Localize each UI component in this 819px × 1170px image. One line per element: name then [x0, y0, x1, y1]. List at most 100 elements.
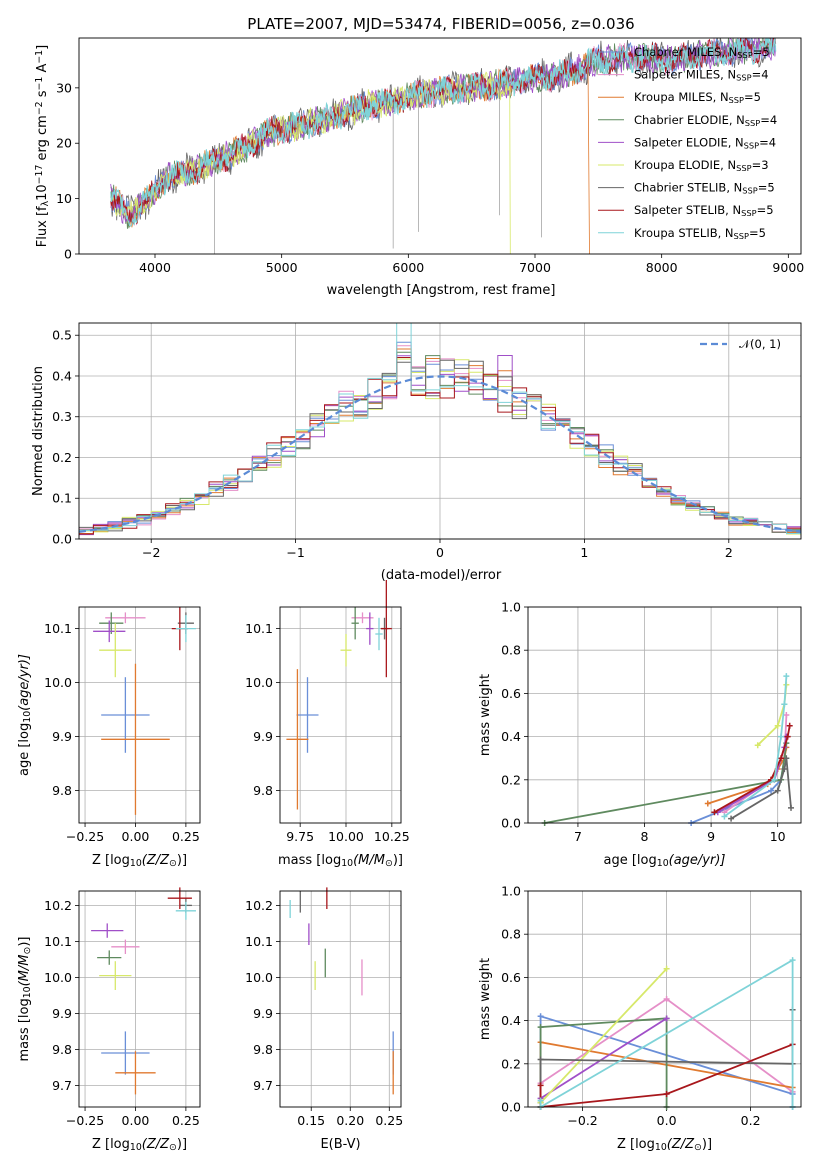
weight-line — [539, 1043, 793, 1108]
legend-label: Salpeter ELODIE, NSSP=4 — [634, 135, 776, 150]
legend-label: Chabrier STELIB, NSSP=5 — [634, 181, 775, 196]
spectrum-line-salpeter-stelib — [110, 38, 777, 225]
y-tick-label: 10.2 — [44, 898, 72, 913]
x-tick-label: 0.25 — [375, 1113, 403, 1128]
x-tick-label: 0.0 — [657, 1113, 677, 1128]
x-tick-label: 0.00 — [122, 829, 150, 844]
y-axis-label: Normed distribution — [31, 366, 46, 496]
y-tick-label: 0.0 — [501, 816, 521, 831]
y-tick-label: 0.5 — [52, 328, 72, 343]
errorbar-point — [99, 612, 124, 634]
y-tick-label: 0.8 — [501, 643, 521, 658]
spectrum-line-salpeter-miles — [110, 38, 776, 226]
errorbar-point — [101, 663, 170, 815]
x-tick-label: 6000 — [392, 260, 424, 275]
y-tick-label: 1.0 — [501, 600, 521, 615]
residual-histogram: −2 −1 0 1 2 0.0 0.1 0.2 0.3 0.4 0.5 𝒩(0, 1) Normed d… — [31, 322, 802, 583]
axes-frame — [78, 606, 201, 824]
weight-marker — [663, 1015, 670, 1022]
age_vs_mass-plot: 9.75 10.00 10.25 9.8 9.9 10.0 10.1 mass [log10(… — [245, 580, 410, 869]
y-tick-label: 9.8 — [253, 783, 273, 798]
y-tick-label: 10.1 — [245, 934, 273, 949]
weight-marker — [788, 804, 795, 811]
errorbar-point — [99, 961, 132, 990]
weight-marker — [711, 809, 718, 816]
y-tick-label: 10.1 — [44, 621, 72, 636]
x-tick-label: 9.75 — [286, 829, 314, 844]
axes-frame — [527, 606, 802, 824]
axes-frame — [279, 606, 402, 824]
x-axis-label: age [log10(age/yr)] — [604, 853, 726, 869]
mass_vs_Z-plot: −0.25 0.00 0.25 9.7 9.8 9.9 10.0 10.1 10.2 Z [log… — [17, 887, 201, 1153]
y-tick-label: 0.3 — [52, 409, 72, 424]
weight-marker — [754, 742, 761, 749]
y-axis-label: mass weight — [478, 958, 493, 1040]
errorbar-point — [175, 615, 196, 643]
x-tick-label: 0.25 — [172, 829, 200, 844]
weight-marker — [786, 722, 793, 729]
errorbar-point — [366, 612, 374, 645]
x-axis-label: wavelength [Angstrom, rest frame] — [327, 283, 556, 298]
x-tick-label: −1 — [286, 545, 304, 560]
weight-marker — [663, 1091, 670, 1098]
errorbar-point — [101, 677, 150, 753]
errorbar-point — [91, 923, 124, 938]
x-tick-label: 0.2 — [741, 1113, 761, 1128]
weight-marker — [704, 800, 711, 807]
errorbar-point — [115, 1051, 156, 1095]
legend-label: Salpeter STELIB, NSSP=5 — [634, 203, 774, 218]
weight-line — [539, 958, 794, 1109]
errorbar-point — [97, 950, 122, 965]
y-tick-label: 0 — [64, 247, 72, 262]
x-axis-label: Z [log10(Z/Z⊙)] — [92, 1137, 187, 1153]
errorbar-point — [380, 580, 392, 678]
errorbar-point — [175, 901, 196, 920]
y-tick-label: 0.1 — [52, 491, 72, 506]
weight-line — [544, 742, 788, 824]
weight-marker — [663, 965, 670, 972]
y-tick-label: 10.0 — [245, 970, 273, 985]
spectrum-plot: 4000 5000 6000 7000 8000 9000 0 10 20 30 Flux [fλ1… — [34, 37, 804, 298]
y-tick-label: 9.7 — [52, 1078, 72, 1093]
spectrum-series-group — [110, 38, 777, 254]
massweight_vs_Z-plot: −0.2 0.0 0.2 0.0 0.2 0.4 0.6 0.8 1.0 Z [log10(Z/Z… — [478, 884, 802, 1153]
x-axis-label: Z [log10(Z/Z⊙)] — [617, 1137, 712, 1153]
y-axis-label: mass weight — [478, 674, 493, 756]
y-tick-label: 0.2 — [501, 772, 521, 787]
y-tick-label: 10.0 — [44, 970, 72, 985]
x-tick-label: 9 — [707, 829, 715, 844]
x-tick-label: 7 — [574, 829, 582, 844]
x-tick-label: 10 — [770, 829, 786, 844]
legend-label: Salpeter MILES, NSSP=4 — [634, 68, 769, 83]
mass_vs_ebv-plot: 0.15 0.20 0.25 9.7 9.8 9.9 10.0 10.1 10.2 E(B-V) — [245, 887, 403, 1152]
x-tick-label: −2 — [142, 545, 160, 560]
x-tick-label: −0.2 — [567, 1113, 597, 1128]
spectrum-line-salpeter-elodie — [110, 38, 777, 225]
weight-marker — [728, 815, 735, 822]
x-tick-label: 5000 — [266, 260, 298, 275]
y-tick-label: 0.0 — [52, 532, 72, 547]
x-tick-label: 9000 — [772, 260, 804, 275]
weight-line — [539, 968, 668, 1104]
weight-marker — [721, 813, 728, 820]
weight-marker — [784, 733, 791, 740]
weight-marker — [663, 996, 670, 1002]
y-tick-label: 0.0 — [501, 1100, 521, 1115]
weight-marker — [537, 1056, 544, 1063]
weight-marker — [781, 766, 788, 772]
weight-marker — [771, 776, 778, 783]
x-tick-label: 8000 — [646, 260, 678, 275]
legend-label: Kroupa ELODIE, NSSP=3 — [634, 158, 769, 173]
weight-line — [539, 1017, 668, 1107]
legend-label: Chabrier ELODIE, NSSP=4 — [634, 113, 777, 128]
y-tick-label: 10.0 — [245, 675, 273, 690]
y-tick-label: 30 — [56, 80, 72, 95]
x-axis-label: E(B-V) — [320, 1137, 360, 1152]
spectrum-line-chabrier-elodie — [110, 38, 777, 229]
y-tick-label: 10.0 — [44, 675, 72, 690]
x-axis-label: mass [log10(M/M⊙)] — [278, 853, 403, 869]
errorbar-point — [286, 669, 309, 810]
histogram-group — [79, 323, 801, 537]
errorbar-point — [296, 677, 319, 753]
weight-marker — [781, 701, 788, 708]
